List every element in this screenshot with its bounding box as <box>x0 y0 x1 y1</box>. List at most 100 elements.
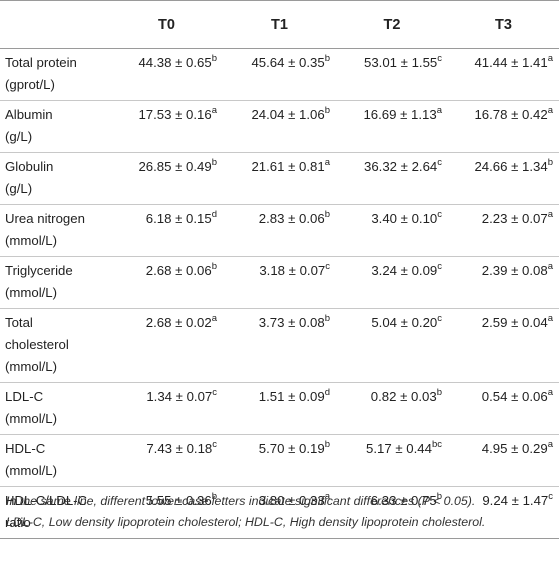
header-cell-t0: T0 <box>110 0 223 49</box>
mean-sd-value: 6.18 ± 0.15 <box>145 211 212 226</box>
mean-sd-value: 5.70 ± 0.19 <box>258 441 325 456</box>
value-cell: 5.70 ± 0.19b <box>223 434 336 487</box>
mean-sd-value: 2.68 ± 0.06 <box>145 263 212 278</box>
row-label-line: (g/L) <box>5 129 33 144</box>
value-cell: 0.82 ± 0.03b <box>336 382 448 435</box>
value-cell: 2.68 ± 0.02a <box>110 308 223 383</box>
table-row: HDL-C (mmol/L) 7.43 ± 0.18c 5.70 ± 0.19b 5.1… <box>0 434 559 487</box>
row-label-line: Total <box>5 315 33 330</box>
significance-letter: b <box>547 156 553 168</box>
row-label: HDL-C/LDL-C ratio <box>0 486 110 539</box>
mean-sd-value: 53.01 ± 1.55 <box>364 55 438 70</box>
value-cell: 2.68 ± 0.06b <box>110 256 223 309</box>
value-cell: 26.85 ± 0.49b <box>110 152 223 205</box>
value-cell: 17.53 ± 0.16a <box>110 100 223 153</box>
significance-letter: b <box>436 490 442 502</box>
table-row: Total cholesterol (mmol/L) 2.68 ± 0.02a 3.73… <box>0 308 559 383</box>
mean-sd-value: 16.78 ± 0.42 <box>474 107 548 122</box>
value-cell: 4.95 ± 0.29a <box>448 434 559 487</box>
row-label-line: Globulin <box>5 159 54 174</box>
significance-letter: b <box>324 438 330 450</box>
results-table: T0 T1 T2 T3 Total protein (gprot/L) 44.38 … <box>0 0 559 539</box>
significance-letter: c <box>437 52 442 64</box>
value-cell: 2.59 ± 0.04a <box>448 308 559 383</box>
mean-sd-value: 2.68 ± 0.02 <box>145 315 212 330</box>
value-cell: 16.78 ± 0.42a <box>448 100 559 153</box>
mean-sd-value: 5.04 ± 0.20 <box>371 315 438 330</box>
value-cell: 3.24 ± 0.09c <box>336 256 448 309</box>
mean-sd-value: 21.61 ± 0.81 <box>251 159 325 174</box>
mean-sd-value: 4.95 ± 0.29 <box>481 441 548 456</box>
mean-sd-value: 24.04 ± 1.06 <box>251 107 325 122</box>
table-body: Total protein (gprot/L) 44.38 ± 0.65b 45.64… <box>0 48 559 539</box>
significance-letter: d <box>324 386 330 398</box>
value-cell: 2.23 ± 0.07a <box>448 204 559 257</box>
table-row: Globulin (g/L) 26.85 ± 0.49b 21.61 ± 0.81a 3… <box>0 152 559 205</box>
mean-sd-value: 24.66 ± 1.34 <box>474 159 548 174</box>
mean-sd-value: 2.23 ± 0.07 <box>481 211 548 226</box>
mean-sd-value: 9.24 ± 1.47 <box>482 493 549 508</box>
value-cell: 6.18 ± 0.15d <box>110 204 223 257</box>
row-label-line: (mmol/L) <box>5 411 58 426</box>
significance-letter: a <box>211 312 217 324</box>
mean-sd-value: 0.82 ± 0.03 <box>370 389 437 404</box>
mean-sd-value: 3.73 ± 0.08 <box>258 315 325 330</box>
significance-letter: c <box>437 312 442 324</box>
significance-letter: b <box>211 490 217 502</box>
significance-letter: a <box>324 490 330 502</box>
table-row: Triglyceride (mmol/L) 2.68 ± 0.06b 3.18 ± 0… <box>0 256 559 309</box>
significance-letter: a <box>547 386 553 398</box>
row-label: Albumin (g/L) <box>0 100 110 153</box>
table-row: Total protein (gprot/L) 44.38 ± 0.65b 45.64… <box>0 48 559 101</box>
mean-sd-value: 17.53 ± 0.16 <box>138 107 212 122</box>
row-label-line: HDL-C <box>5 441 46 456</box>
mean-sd-value: 26.85 ± 0.49 <box>138 159 212 174</box>
value-cell: 1.34 ± 0.07c <box>110 382 223 435</box>
value-cell: 3.18 ± 0.07c <box>223 256 336 309</box>
value-cell: 36.32 ± 2.64c <box>336 152 448 205</box>
significance-letter: d <box>211 208 217 220</box>
row-label: Total cholesterol (mmol/L) <box>0 308 110 383</box>
value-cell: 44.38 ± 0.65b <box>110 48 223 101</box>
value-cell: 5.04 ± 0.20c <box>336 308 448 383</box>
mean-sd-value: 1.34 ± 0.07 <box>146 389 213 404</box>
header-cell-label <box>0 0 110 49</box>
row-label-line: (mmol/L) <box>5 285 58 300</box>
row-label-line: Total protein <box>5 55 77 70</box>
table-row: Urea nitrogen (mmol/L) 6.18 ± 0.15d 2.83 ± … <box>0 204 559 257</box>
mean-sd-value: 2.83 ± 0.06 <box>258 211 325 226</box>
mean-sd-value: 16.69 ± 1.13 <box>363 107 437 122</box>
significance-letter: b <box>211 52 217 64</box>
significance-letter: c <box>212 386 217 398</box>
significance-letter: b <box>211 156 217 168</box>
significance-letter: b <box>436 386 442 398</box>
value-cell: 3.80 ± 0.33a <box>223 486 336 539</box>
mean-sd-value: 0.54 ± 0.06 <box>481 389 548 404</box>
significance-letter: a <box>211 104 217 116</box>
mean-sd-value: 6.33 ± 0.75 <box>370 493 437 508</box>
value-cell: 3.73 ± 0.08b <box>223 308 336 383</box>
table-row: LDL-C (mmol/L) 1.34 ± 0.07c 1.51 ± 0.09d 0.8… <box>0 382 559 435</box>
row-label-line: ratio <box>5 515 31 530</box>
mean-sd-value: 3.40 ± 0.10 <box>371 211 438 226</box>
mean-sd-value: 1.51 ± 0.09 <box>258 389 325 404</box>
value-cell: 7.43 ± 0.18c <box>110 434 223 487</box>
row-label-line: HDL-C/LDL-C <box>5 493 88 508</box>
mean-sd-value: 5.17 ± 0.44 <box>366 441 432 456</box>
row-label: Globulin (g/L) <box>0 152 110 205</box>
significance-letter: b <box>211 260 217 272</box>
mean-sd-value: 41.44 ± 1.41 <box>474 55 548 70</box>
significance-letter: b <box>324 52 330 64</box>
value-cell: 6.33 ± 0.75b <box>336 486 448 539</box>
mean-sd-value: 7.43 ± 0.18 <box>146 441 213 456</box>
significance-letter: a <box>324 156 330 168</box>
significance-letter: c <box>437 156 442 168</box>
row-label-line: (gprot/L) <box>5 77 55 92</box>
row-label-line: Urea nitrogen <box>5 211 85 226</box>
value-cell: 45.64 ± 0.35b <box>223 48 336 101</box>
significance-letter: a <box>547 260 553 272</box>
row-label-line: (g/L) <box>5 181 33 196</box>
significance-letter: a <box>547 312 553 324</box>
row-label-line: (mmol/L) <box>5 233 58 248</box>
